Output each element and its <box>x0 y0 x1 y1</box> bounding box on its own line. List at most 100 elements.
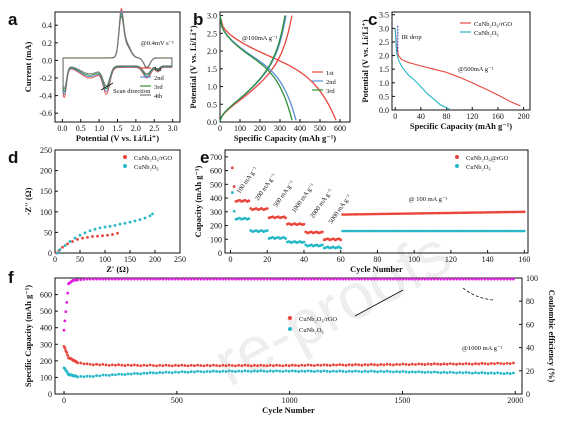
panel-e-point <box>339 246 343 250</box>
panel-f-point <box>205 277 209 281</box>
panel-e-point <box>396 229 399 233</box>
panel-f-point <box>480 361 484 365</box>
panel-f-point <box>91 363 95 367</box>
panel-a-series-4th <box>62 15 173 89</box>
panel-e-point <box>449 211 453 215</box>
panel-f-xtick-label: 1500 <box>394 396 410 405</box>
panel-e-xtick-label: 60 <box>337 255 345 264</box>
panel-e-point <box>489 229 493 233</box>
panel-e-point <box>504 210 508 214</box>
panel-f-point <box>65 351 69 354</box>
panel-f-point <box>480 277 484 281</box>
panel-e-point <box>341 229 344 233</box>
panel-f-point <box>120 277 124 281</box>
panel-f-point <box>227 277 231 281</box>
panel-e-point <box>436 211 440 215</box>
panel-b-xtick-label: 100 <box>234 124 246 133</box>
panel-e-ylabel: Capacity (mAh g⁻¹) <box>193 165 203 237</box>
panel-f-point <box>464 370 468 374</box>
panel-f-label: f <box>8 268 14 287</box>
panel-f-point <box>65 300 69 304</box>
panel-f-point <box>294 277 297 281</box>
panel-f-point <box>464 362 468 365</box>
panel-f-point <box>414 277 417 281</box>
panel-e-legend-entry: CuNb₂O₆@rGO <box>466 155 509 162</box>
panel-b-xtick-label: 200 <box>254 124 266 133</box>
panel-d-point <box>68 240 72 243</box>
panel-f-point <box>505 277 509 281</box>
panel-f-point <box>505 371 509 375</box>
panel-e-ytick-label: 100 <box>210 235 222 244</box>
panel-b-ytick-label: 2.0 <box>207 47 217 56</box>
panel-e-point <box>478 211 482 214</box>
panel-e-point <box>495 229 499 233</box>
panel-f-point <box>297 364 301 368</box>
panel-f-point <box>376 277 380 281</box>
panel-d-point <box>98 226 102 230</box>
panel-f-point <box>63 319 67 323</box>
panel-f-point <box>265 364 269 368</box>
panel-f-point <box>79 278 83 282</box>
panel-f-point <box>486 372 490 375</box>
panel-f-point <box>205 363 209 367</box>
panel-e-rate-label: 500 mA g⁻¹ <box>272 179 296 208</box>
panel-d-ytick-label: 250 <box>40 146 52 155</box>
panel-e-xtick-label: 20 <box>263 255 271 264</box>
panel-f-point <box>82 277 86 281</box>
panel-f-point <box>417 362 421 366</box>
panel-e-point <box>409 229 412 233</box>
panel-d-point <box>108 224 112 228</box>
panel-c-ytick-label: 2.5 <box>379 38 389 47</box>
panel-f-point <box>309 277 313 281</box>
panel-d-point <box>113 223 117 227</box>
panel-f-point <box>268 363 272 367</box>
panel-f-point <box>313 277 316 281</box>
panel-d-point <box>66 242 69 246</box>
panel-f-point <box>306 363 310 367</box>
panel-e-rate-label: 5000 mA g⁻¹ <box>327 193 352 225</box>
panel-e-point <box>477 211 480 214</box>
panel-e-point <box>403 212 407 215</box>
panel-f-y2tick-label: 60 <box>526 320 534 329</box>
panel-f-point <box>139 277 143 281</box>
panel-f-point <box>341 277 345 281</box>
panel-f-point <box>499 371 503 375</box>
panel-f-point <box>110 373 114 376</box>
panel-e-point <box>506 229 510 233</box>
panel-f-point <box>357 369 361 373</box>
panel-c-xtick-label: 40 <box>417 112 425 121</box>
panel-f-point <box>281 370 285 373</box>
panel-f-point <box>196 363 199 367</box>
panel-f-point <box>62 328 66 332</box>
panel-f-point <box>104 373 108 377</box>
panel-f-point <box>139 372 143 376</box>
panel-b-xtick-label: 600 <box>334 124 346 133</box>
panel-d-point <box>101 234 104 238</box>
panel-f-point <box>290 369 294 373</box>
panel-e-point <box>418 229 421 233</box>
panel-f-point <box>189 363 193 367</box>
panel-f-point <box>85 362 89 366</box>
panel-f-point <box>344 370 348 374</box>
panel-e-point <box>368 229 372 233</box>
panel-d-point <box>71 240 74 243</box>
panel-f-point <box>395 362 398 366</box>
panel-f-point <box>186 364 190 368</box>
panel-f-point <box>284 363 288 367</box>
panel-c-ytick-label: 2.0 <box>379 52 389 61</box>
panel-f-point <box>189 277 193 281</box>
panel-f-point <box>82 362 86 366</box>
panel-a-xtick-label: 2.5 <box>149 124 159 133</box>
panel-f-point <box>262 277 266 281</box>
panel-e-point <box>350 229 354 233</box>
panel-f-point <box>496 361 500 365</box>
panel-e-point <box>440 229 443 233</box>
panel-e-point <box>265 229 269 232</box>
panel-e-xtick-label: 160 <box>518 255 530 264</box>
panel-f-point <box>303 277 307 281</box>
panel-f-point <box>63 346 67 350</box>
panel-e-point <box>394 229 398 233</box>
panel-e-point <box>442 211 445 215</box>
panel-f-point <box>129 372 133 376</box>
panel-e-ytick-label: 300 <box>210 208 222 217</box>
